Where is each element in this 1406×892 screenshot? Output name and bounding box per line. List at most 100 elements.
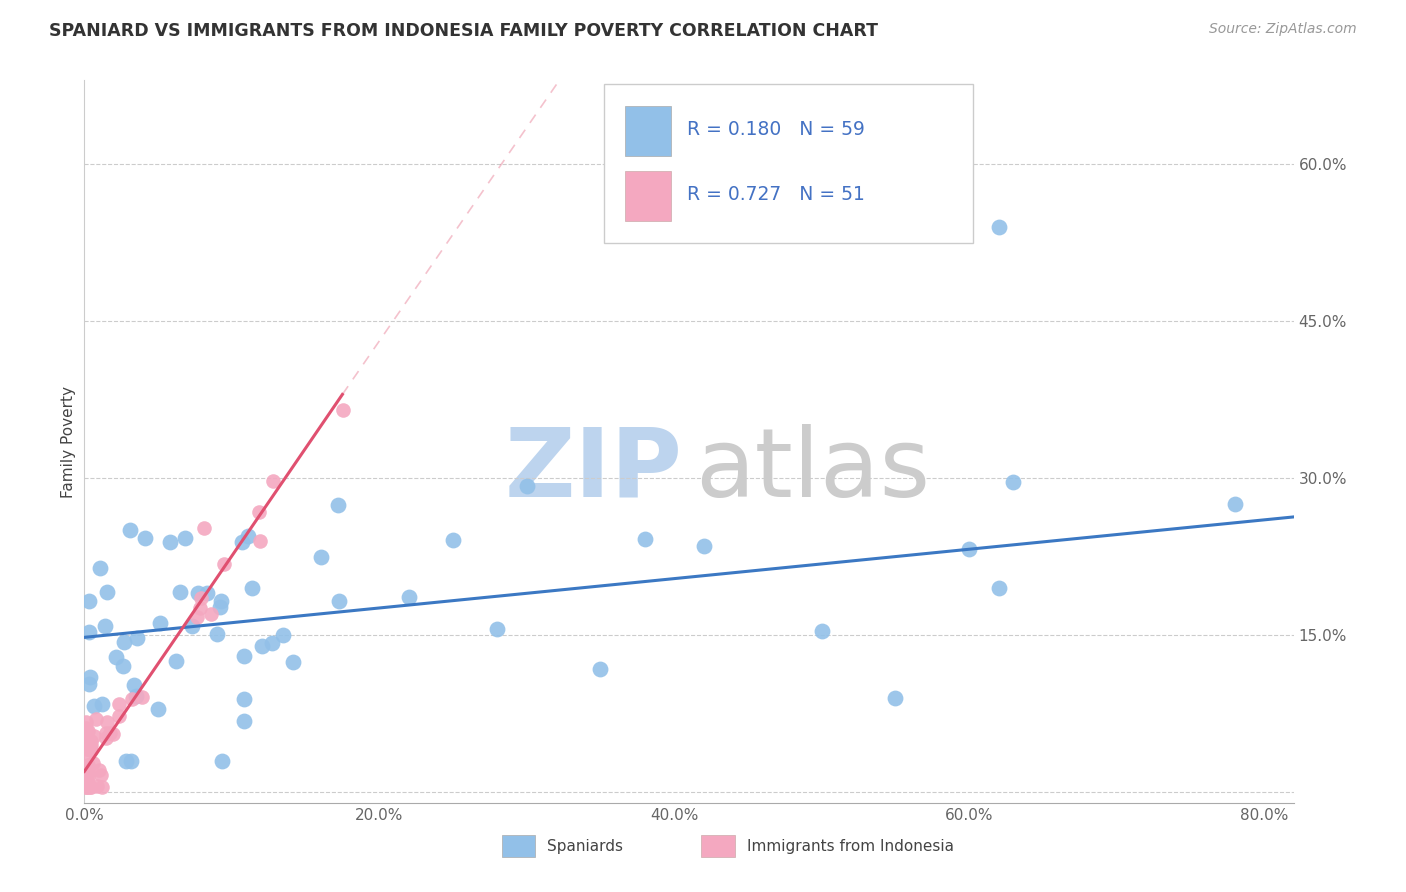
Point <box>186 610 208 624</box>
Point <box>77 723 100 738</box>
FancyBboxPatch shape <box>624 105 671 156</box>
Point <box>107 709 129 723</box>
Point <box>111 658 134 673</box>
Point <box>987 581 1010 595</box>
Point <box>86 779 108 793</box>
Point <box>283 655 305 669</box>
Point <box>75 764 97 779</box>
Point <box>105 650 128 665</box>
Point <box>173 531 195 545</box>
Point <box>249 505 271 519</box>
Point <box>205 627 228 641</box>
Point <box>589 662 612 676</box>
Point <box>328 593 350 607</box>
Point <box>80 780 103 794</box>
Point <box>181 618 204 632</box>
Point <box>250 639 273 653</box>
Point <box>209 599 232 614</box>
Point <box>75 764 97 778</box>
Point <box>516 479 538 493</box>
Point <box>121 692 143 706</box>
Point <box>89 561 111 575</box>
Point <box>187 586 209 600</box>
Point <box>692 540 714 554</box>
FancyBboxPatch shape <box>605 84 973 243</box>
FancyBboxPatch shape <box>502 835 536 857</box>
Point <box>77 757 100 772</box>
Point <box>131 690 153 705</box>
Point <box>75 737 97 751</box>
Point <box>120 754 142 768</box>
Point <box>332 402 354 417</box>
Point <box>200 607 222 621</box>
Text: ZIP: ZIP <box>505 424 683 517</box>
FancyBboxPatch shape <box>702 835 735 857</box>
Point <box>190 591 212 606</box>
Point <box>134 531 156 545</box>
Point <box>96 584 118 599</box>
Text: atlas: atlas <box>695 424 931 517</box>
Text: R = 0.727   N = 51: R = 0.727 N = 51 <box>686 185 865 204</box>
Point <box>76 773 98 788</box>
Point <box>188 601 211 615</box>
Point <box>76 766 98 780</box>
Point <box>398 590 420 604</box>
Point <box>76 742 98 756</box>
Point <box>112 635 135 649</box>
Point <box>263 474 285 488</box>
Point <box>76 780 98 794</box>
Point <box>249 533 271 548</box>
Point <box>83 729 105 743</box>
Point <box>231 535 253 549</box>
Point <box>96 715 118 730</box>
Point <box>82 756 104 770</box>
Point <box>108 697 131 711</box>
Point <box>166 654 188 668</box>
Point <box>96 726 118 740</box>
Point <box>79 593 101 607</box>
Point <box>149 616 172 631</box>
Point <box>232 714 254 728</box>
Point <box>311 549 333 564</box>
Text: Spaniards: Spaniards <box>547 838 623 854</box>
Point <box>90 768 112 782</box>
Point <box>77 764 100 779</box>
Point <box>83 699 105 714</box>
Text: R = 0.180   N = 59: R = 0.180 N = 59 <box>686 120 865 139</box>
Point <box>262 636 284 650</box>
Point <box>232 692 254 706</box>
Point <box>146 702 169 716</box>
Point <box>441 533 464 547</box>
Point <box>124 689 146 703</box>
Point <box>122 678 145 692</box>
Point <box>273 628 295 642</box>
Point <box>238 529 260 543</box>
Point <box>76 771 98 785</box>
Point <box>486 622 509 636</box>
Point <box>211 754 233 768</box>
Point <box>127 631 149 645</box>
Point <box>98 725 121 739</box>
Point <box>240 581 263 595</box>
Point <box>957 541 980 556</box>
Point <box>77 624 100 639</box>
Point <box>79 780 101 794</box>
Point <box>75 721 97 735</box>
Point <box>75 777 97 791</box>
Point <box>79 670 101 684</box>
Point <box>75 731 97 745</box>
Point <box>90 697 112 711</box>
Point <box>987 219 1010 234</box>
Point <box>326 499 349 513</box>
Point <box>214 558 236 572</box>
Point <box>884 690 907 705</box>
Point <box>80 743 103 757</box>
Point <box>1223 497 1246 511</box>
Point <box>120 523 142 537</box>
Point <box>195 586 218 600</box>
Point <box>810 624 832 638</box>
Point <box>75 780 97 794</box>
Point <box>103 726 125 740</box>
Point <box>75 752 97 766</box>
Point <box>159 534 181 549</box>
